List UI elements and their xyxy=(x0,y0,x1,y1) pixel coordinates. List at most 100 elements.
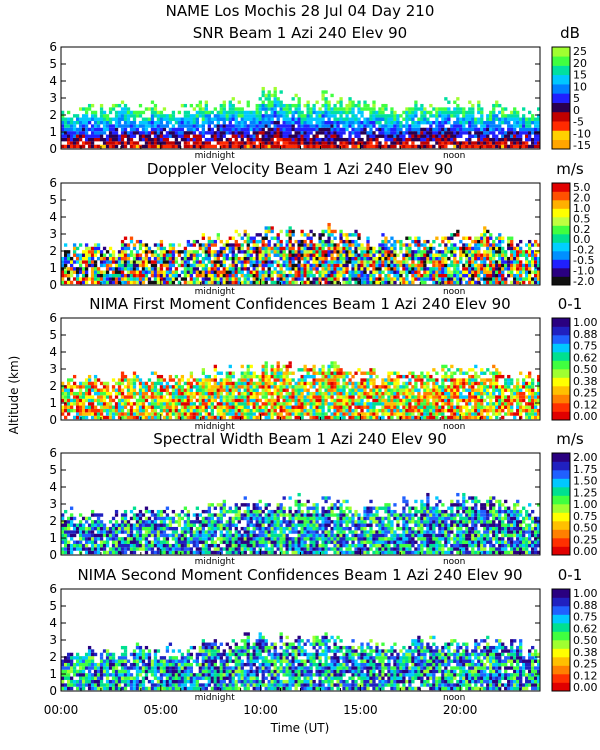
heatmap-cell xyxy=(114,267,119,271)
heatmap-cell xyxy=(198,381,202,386)
heatmap-cell xyxy=(207,381,211,386)
heatmap-cell xyxy=(321,110,325,115)
heatmap-cell xyxy=(294,141,298,145)
heatmap-cell xyxy=(249,144,253,149)
heatmap-cell xyxy=(252,236,256,240)
heatmap-cell xyxy=(453,250,457,254)
heatmap-cell xyxy=(126,395,131,399)
heatmap-cell xyxy=(438,131,442,135)
heatmap-cell xyxy=(201,280,205,285)
heatmap-cell xyxy=(411,280,415,285)
heatmap-cell xyxy=(114,137,119,142)
heatmap-cell xyxy=(528,120,532,125)
heatmap-cell xyxy=(204,405,208,409)
heatmap-cell xyxy=(423,273,427,278)
heatmap-cell xyxy=(105,250,110,254)
heatmap-cell xyxy=(324,90,328,94)
heatmap-cell xyxy=(96,243,101,247)
heatmap-cell xyxy=(495,267,499,271)
heatmap-cell xyxy=(168,131,173,135)
heatmap-cell xyxy=(294,144,298,149)
heatmap-cell xyxy=(237,270,241,274)
heatmap-cell xyxy=(333,110,337,115)
heatmap-cell xyxy=(402,263,406,268)
heatmap-cell xyxy=(114,405,119,409)
heatmap-cell xyxy=(165,114,170,118)
heatmap-cell xyxy=(264,107,268,111)
heatmap-cell xyxy=(435,273,439,278)
heatmap-cell xyxy=(258,239,262,244)
heatmap-cell xyxy=(429,256,433,261)
heatmap-cell xyxy=(303,364,307,369)
heatmap-cell xyxy=(378,141,382,145)
heatmap-cell xyxy=(303,398,307,403)
heatmap-cell xyxy=(78,134,83,138)
heatmap-cell xyxy=(438,267,442,271)
heatmap-cell xyxy=(261,395,265,399)
heatmap-cell xyxy=(408,114,412,118)
heatmap-cell xyxy=(273,134,277,138)
heatmap-cell xyxy=(375,110,379,115)
heatmap-cell xyxy=(192,239,197,244)
heatmap-cell xyxy=(420,137,424,142)
heatmap-cell xyxy=(258,103,262,108)
heatmap-cell xyxy=(231,246,235,251)
heatmap-cell xyxy=(426,131,430,135)
heatmap-cell xyxy=(495,103,499,108)
heatmap-cell xyxy=(201,415,205,420)
heatmap-cell xyxy=(276,117,280,121)
heatmap-cell xyxy=(231,260,235,264)
heatmap-cell xyxy=(453,110,457,115)
heatmap-cell xyxy=(441,263,445,268)
heatmap-cell xyxy=(63,120,68,125)
heatmap-cell xyxy=(381,117,385,121)
heatmap-cell xyxy=(108,395,113,399)
heatmap-cell xyxy=(87,405,92,409)
heatmap-cell xyxy=(270,402,274,406)
heatmap-cell xyxy=(171,260,176,264)
heatmap-cell xyxy=(216,124,220,128)
heatmap-cell xyxy=(513,280,517,285)
heatmap-cell xyxy=(426,253,430,257)
heatmap-cell xyxy=(288,381,292,386)
heatmap-cell xyxy=(279,110,283,115)
heatmap-cell xyxy=(135,280,140,285)
heatmap-cell xyxy=(84,127,89,132)
heatmap-cell xyxy=(255,260,259,264)
heatmap-cell xyxy=(453,100,457,104)
heatmap-cell xyxy=(123,246,128,251)
heatmap-cell xyxy=(294,253,298,257)
heatmap-cell xyxy=(360,131,364,135)
heatmap-cell xyxy=(261,402,265,406)
heatmap-cell xyxy=(207,402,211,406)
panel-3: NIMA First Moment Confidences Beam 1 Azi… xyxy=(49,295,597,432)
heatmap-cell xyxy=(99,110,104,115)
heatmap-cell xyxy=(480,253,484,257)
heatmap-cell xyxy=(507,239,511,244)
heatmap-cell xyxy=(192,144,197,149)
heatmap-cell xyxy=(324,256,328,261)
heatmap-cell xyxy=(291,395,295,399)
heatmap-cell xyxy=(447,127,451,132)
heatmap-cell xyxy=(504,107,508,111)
heatmap-cell xyxy=(144,137,149,142)
heatmap-cell xyxy=(255,415,259,420)
heatmap-cell xyxy=(300,263,304,268)
heatmap-cell xyxy=(291,280,295,285)
heatmap-cell xyxy=(381,256,385,261)
heatmap-cell xyxy=(360,405,364,409)
heatmap-cell xyxy=(159,402,164,406)
heatmap-cell xyxy=(489,263,493,268)
heatmap-cell xyxy=(429,124,433,128)
heatmap-cell xyxy=(270,137,274,142)
heatmap-cell xyxy=(444,236,448,240)
heatmap-cell xyxy=(333,402,337,406)
heatmap-cell xyxy=(165,381,170,386)
heatmap-cell xyxy=(129,391,134,396)
heatmap-cell xyxy=(360,243,364,247)
heatmap-cell xyxy=(135,256,140,261)
heatmap-cell xyxy=(261,267,265,271)
heatmap-cell xyxy=(132,388,137,392)
heatmap-cell xyxy=(237,124,241,128)
heatmap-cell xyxy=(516,134,520,138)
